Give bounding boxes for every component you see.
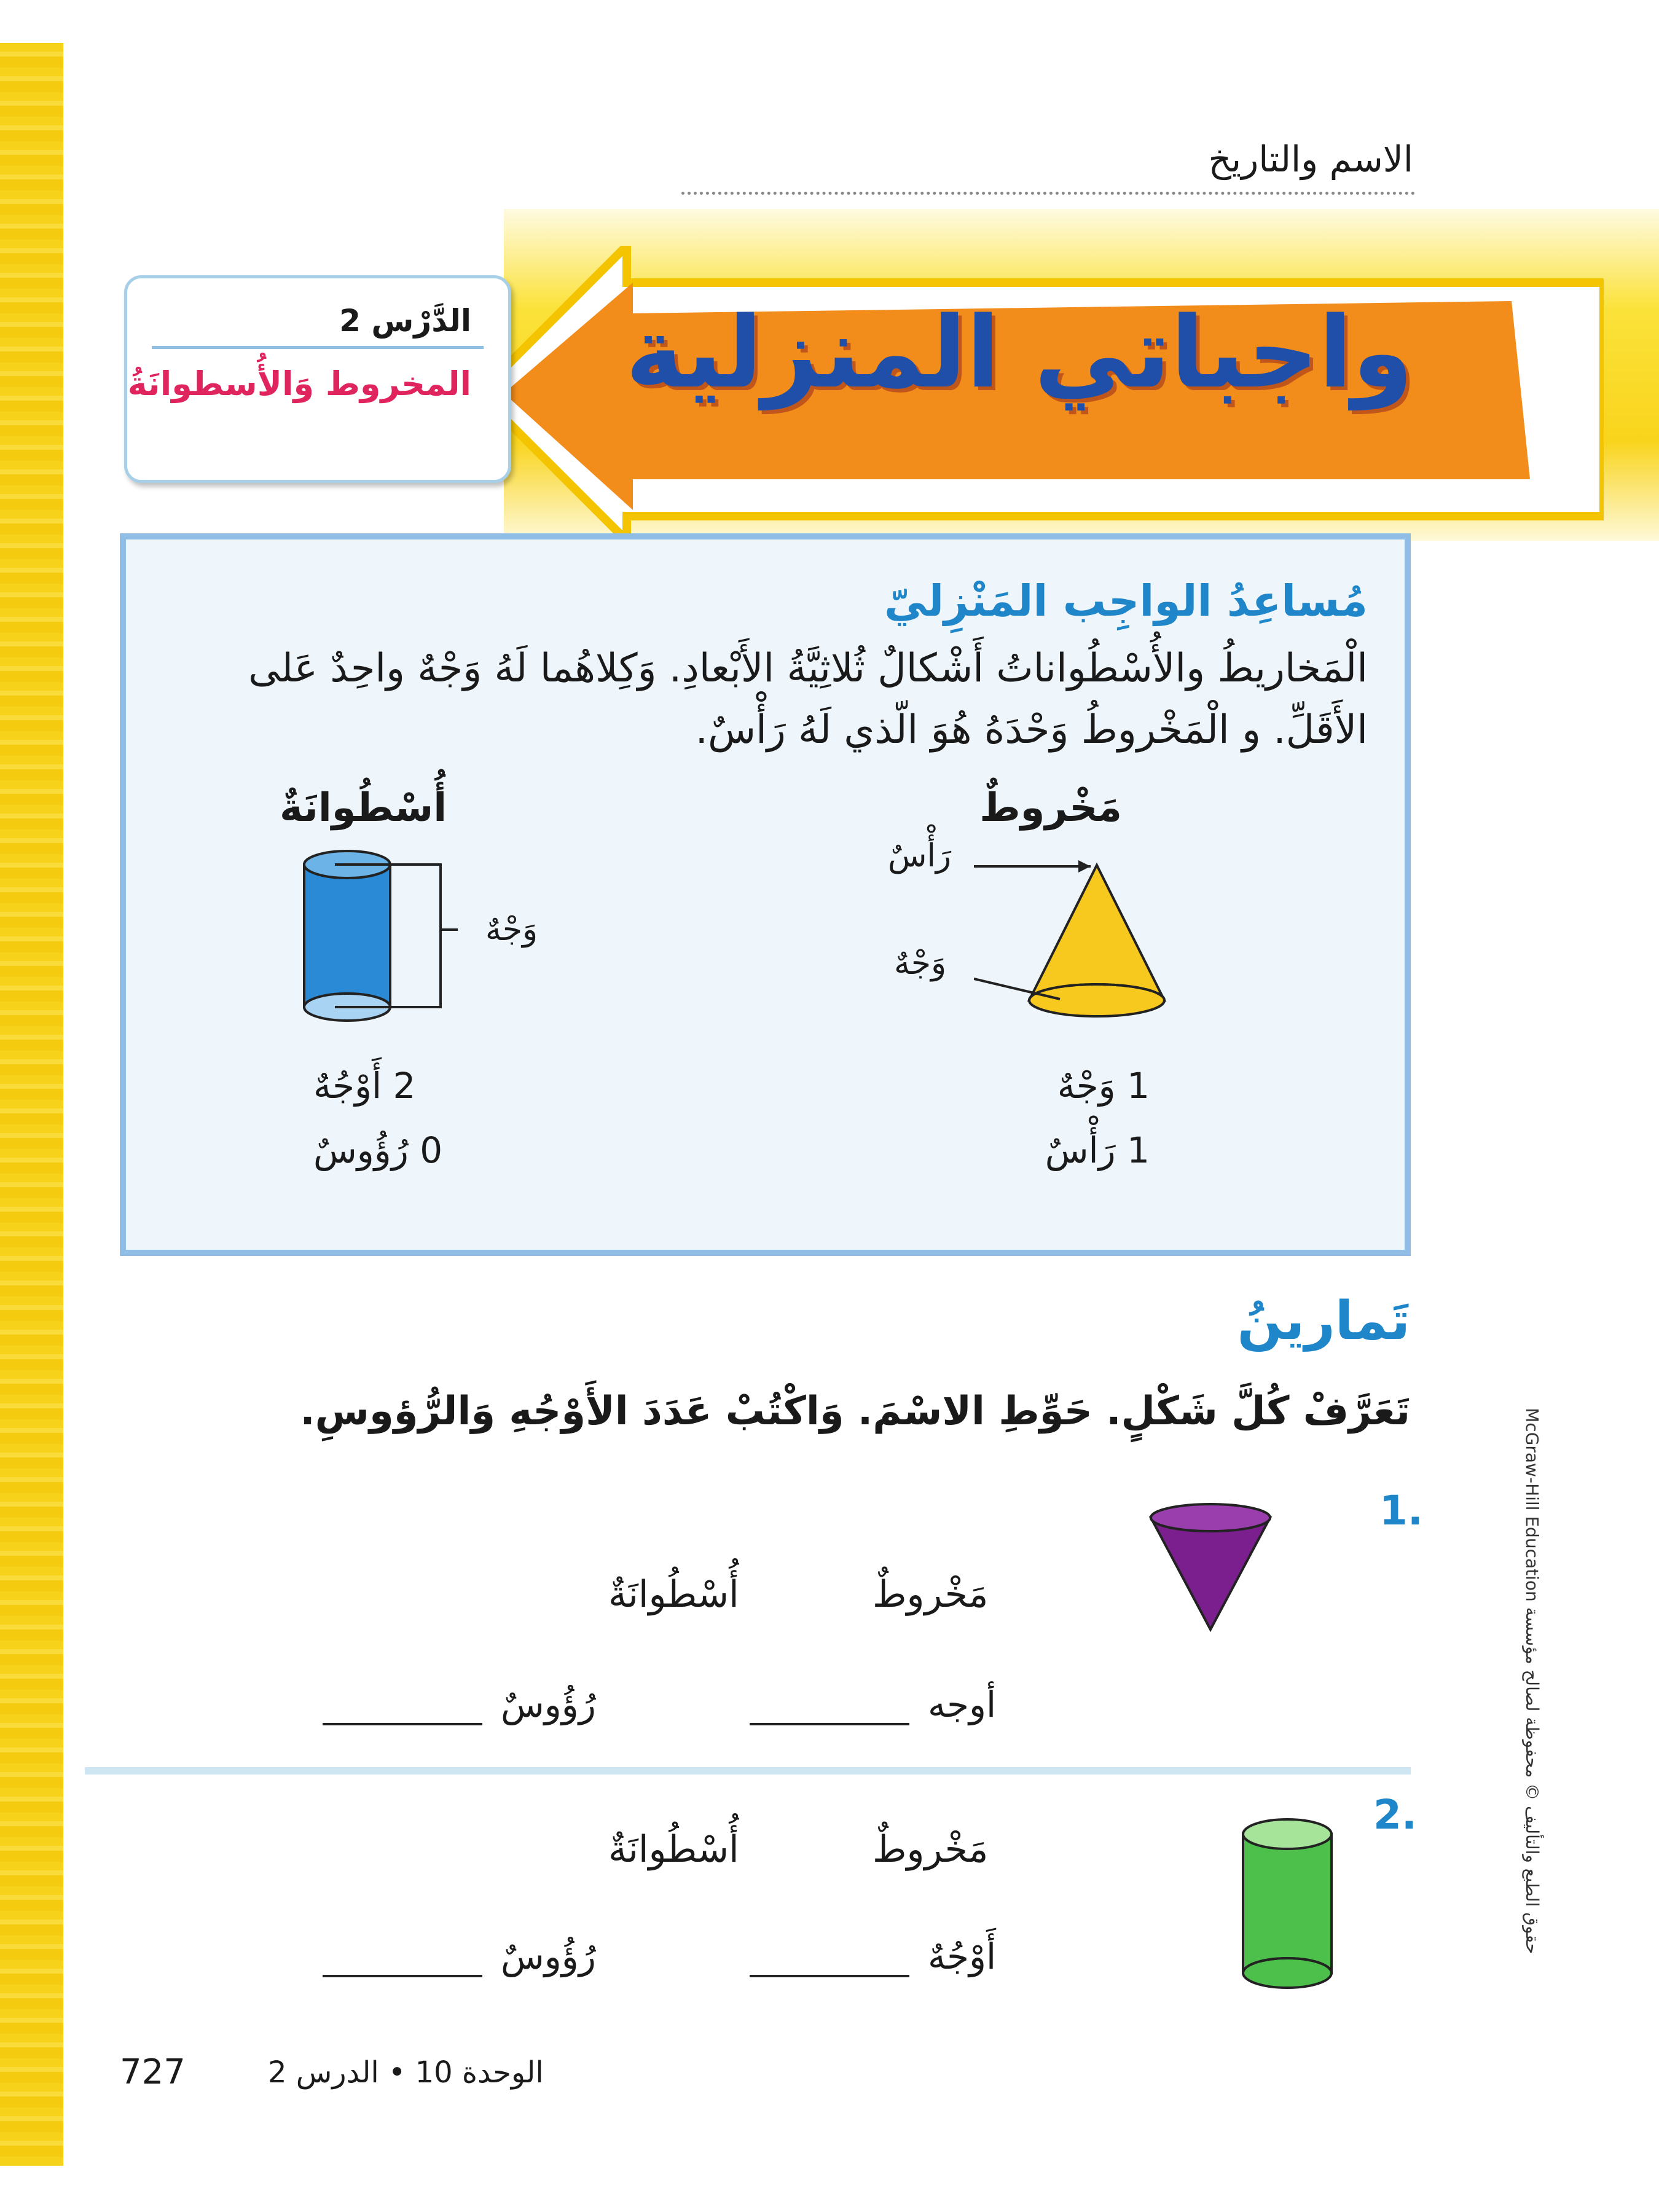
exercises-instruction: تَعَرَّفْ كُلَّ شَكْلٍ. حَوِّطِ الاسْمَ.… <box>300 1389 1410 1434</box>
homework-title: واجباتي المنزلية <box>625 295 1413 410</box>
exercise-1-number: 1. <box>1379 1487 1423 1534</box>
exercise-2-option-cylinder[interactable]: أُسْطُوانَةٌ <box>608 1828 739 1871</box>
cone-vertex-label: رَأْسٌ <box>888 837 952 874</box>
exercise-1-option-cone[interactable]: مَخْروطٌ <box>873 1573 989 1616</box>
copyright-notice: حقوق الطبع والتأليف © محفوظة لصالح مؤسسة… <box>1522 1408 1542 1954</box>
cylinder-label: أُسْطُوانَةٌ <box>280 785 447 831</box>
helper-text: الْمَخاريطُ والأُسْطُواناتُ أَشْكالٌ ثُل… <box>248 646 1368 753</box>
cone-vertices-count: 1 رَأْسٌ <box>1045 1129 1150 1171</box>
exercise-1-option-cylinder[interactable]: أُسْطُوانَةٌ <box>608 1573 739 1616</box>
lesson-name: المخروط وَالأُسطوانَةُ <box>127 364 471 403</box>
purple-cone-icon <box>1148 1503 1273 1633</box>
faces-blank[interactable] <box>750 1692 909 1725</box>
cone-faces-count: 1 وَجْهٌ <box>1057 1065 1150 1107</box>
exercise-2-faces-field[interactable]: أَوْجُهٌ <box>750 1936 996 1977</box>
exercise-1-vertices-field[interactable]: رُؤُوسٌ <box>323 1684 596 1725</box>
vertices-label: رُؤُوسٌ <box>501 1684 596 1725</box>
exercise-2-option-cone[interactable]: مَخْروطٌ <box>873 1828 989 1871</box>
exercise-2-number: 2. <box>1373 1791 1417 1838</box>
exercises-title: تَمارينُ <box>1237 1290 1410 1352</box>
cylinder-diagram <box>303 850 458 1022</box>
name-date-line[interactable] <box>681 192 1415 195</box>
cone-face-label: وَجْهٌ <box>894 945 947 982</box>
faces-label: أوجه <box>928 1684 997 1725</box>
vertices-blank[interactable] <box>323 1944 482 1977</box>
exercise-1-faces-field[interactable]: أوجه <box>750 1684 996 1725</box>
name-date-label: الاسم والتاريخ <box>1208 138 1413 180</box>
cylinder-vertices-count: 0 رُؤُوسٌ <box>313 1129 443 1171</box>
yellow-margin-strip <box>0 43 63 2166</box>
lesson-divider <box>152 346 484 349</box>
shapes-diagram-area: مَخْروطٌ رَأْسٌ وَجْهٌ 1 وَجْهٌ 1 رَأْسٌ… <box>163 785 1368 1191</box>
exercise-separator <box>85 1767 1411 1775</box>
faces-label: أَوْجُهٌ <box>928 1936 997 1977</box>
vertices-blank[interactable] <box>323 1692 482 1725</box>
cone-diagram <box>974 860 1167 1018</box>
green-cylinder-icon <box>1242 1818 1333 1989</box>
lesson-number: الدَّرْس 2 <box>339 303 471 339</box>
helper-title: مُساعِدُ الواجِب المَنْزِليّ <box>884 576 1368 626</box>
cylinder-face-label: وَجْهٌ <box>485 911 538 948</box>
page-number: 727 <box>120 2052 186 2092</box>
vertices-label: رُؤُوسٌ <box>501 1936 596 1977</box>
faces-blank[interactable] <box>750 1944 909 1977</box>
cylinder-faces-count: 2 أَوْجُهٌ <box>313 1065 416 1107</box>
lesson-box: الدَّرْس 2 المخروط وَالأُسطوانَةُ <box>124 275 511 483</box>
unit-lesson-label: الوحدة 10 • الدرس 2 <box>268 2055 544 2090</box>
exercise-2-vertices-field[interactable]: رُؤُوسٌ <box>323 1936 596 1977</box>
homework-helper-box: مُساعِدُ الواجِب المَنْزِليّ الْمَخاريطُ… <box>120 533 1411 1256</box>
cone-label: مَخْروطٌ <box>979 785 1122 831</box>
